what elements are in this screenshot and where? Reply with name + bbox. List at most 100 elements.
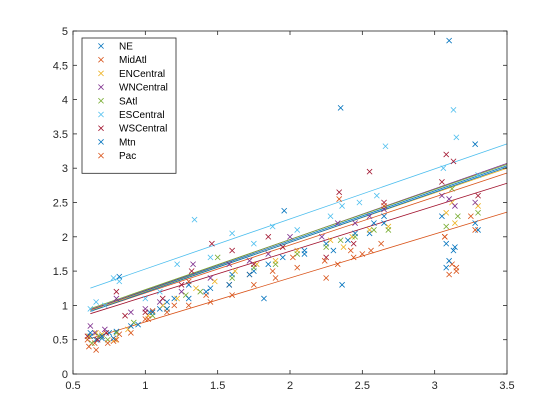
marker-encentral-17 [366, 227, 373, 233]
fit-line-ne [90, 165, 508, 311]
marker-pac-17 [381, 203, 387, 209]
marker-encentral-10 [232, 268, 238, 274]
marker-wncentral-14 [318, 233, 325, 240]
fit-lines [90, 143, 508, 339]
marker-ne-22 [439, 213, 445, 220]
marker-wscentral-22 [475, 192, 481, 199]
marker-mtn-9 [226, 281, 233, 288]
y-tick-label: 2 [62, 232, 68, 244]
marker-wscentral-17 [366, 168, 373, 175]
marker-ne-23 [443, 240, 450, 247]
y-tick-label: 4 [62, 95, 68, 107]
marker-encentral-14 [327, 237, 334, 244]
marker-midatl-12 [269, 268, 276, 274]
marker-ne-2 [99, 335, 105, 342]
legend-box [81, 37, 177, 174]
marker-pac-19 [446, 271, 453, 278]
marker-encentral-0 [86, 333, 92, 340]
marker-ne-26 [472, 141, 479, 148]
y-tick-label: 1 [62, 300, 68, 312]
marker-encentral-7 [174, 295, 181, 302]
y-tick-label: 4.5 [53, 60, 68, 72]
marker-satl-12 [272, 261, 279, 268]
marker-wscentral-1 [94, 336, 101, 343]
marker-escentral-12 [269, 223, 276, 230]
marker-escentral-4 [116, 278, 123, 285]
marker-escentral-9 [207, 254, 214, 261]
marker-mtn-7 [185, 295, 192, 302]
fit-line-escentral [90, 143, 508, 289]
y-tick-label: 3 [62, 163, 68, 175]
x-tick-label: 1 [142, 380, 148, 392]
y-tick-label: 3.5 [53, 129, 68, 141]
marker-ne-9 [171, 295, 178, 302]
marker-satl-1 [96, 333, 102, 340]
data-markers [84, 37, 481, 353]
marker-escentral-5 [142, 295, 149, 302]
legend-marker-midatl [98, 56, 104, 63]
marker-wncentral-9 [207, 275, 214, 281]
legend-label-pac: Pac [119, 151, 136, 162]
marker-wncentral-22 [472, 199, 479, 206]
marker-escentral-22 [475, 172, 481, 178]
marker-satl-14 [323, 244, 330, 250]
marker-wscentral-9 [208, 240, 215, 247]
marker-escentral-3 [110, 275, 117, 281]
x-tick-label: 3 [432, 380, 438, 392]
marker-pac-2 [104, 340, 111, 347]
marker-satl-10 [229, 275, 236, 281]
marker-escentral-7 [174, 261, 181, 268]
marker-escentral-20 [450, 107, 457, 113]
marker-pac-11 [272, 275, 279, 281]
marker-wscentral-16 [350, 240, 357, 247]
marker-wscentral-7 [178, 281, 185, 288]
y-tick-label: 5 [62, 26, 68, 38]
marker-pac-12 [294, 264, 301, 271]
axis-ticks: 0.5 1 1.5 2 2.5 3 3.500.511.522.533.544.55 [53, 26, 515, 392]
legend-marker-escentral [98, 111, 104, 118]
marker-pac-20 [453, 264, 460, 271]
x-tick-label: 0.5 [65, 380, 80, 392]
marker-satl-13 [294, 251, 301, 257]
marker-ne-21 [381, 220, 387, 226]
marker-wscentral-20 [443, 151, 450, 158]
legend: NE MidAtl ENCentral WNCentral SAtl ESCentral W… [81, 37, 177, 174]
marker-mtn-19 [443, 264, 450, 271]
marker-mtn-16 [352, 230, 358, 237]
marker-escentral-10 [229, 230, 236, 237]
legend-marker-mtn [98, 139, 104, 145]
marker-escentral-14 [327, 213, 334, 220]
marker-wscentral-15 [336, 189, 343, 196]
marker-wscentral-11 [250, 261, 257, 268]
marker-pac-8 [207, 299, 214, 305]
legend-label-encentral: ENCentral [119, 69, 165, 80]
marker-ne-3 [106, 329, 113, 336]
legend-label-ne: NE [119, 42, 133, 53]
marker-midatl-8 [185, 278, 192, 285]
marker-mtn-12 [281, 207, 288, 214]
marker-wscentral-19 [439, 179, 445, 185]
marker-escentral-2 [101, 302, 108, 309]
fit-line-mtn [90, 166, 508, 312]
marker-escentral-6 [156, 288, 163, 295]
marker-midatl-15 [334, 261, 341, 268]
marker-mtn-3 [116, 273, 123, 280]
marker-wncentral-1 [91, 329, 98, 336]
marker-mtn-18 [381, 213, 387, 220]
marker-escentral-17 [373, 192, 380, 199]
marker-escentral-19 [440, 165, 447, 172]
marker-mtn-1 [99, 333, 105, 340]
marker-mtn-20 [446, 257, 453, 264]
marker-midatl-13 [290, 254, 296, 261]
marker-wncentral-8 [190, 261, 196, 268]
y-tick-label: 0 [62, 369, 68, 381]
marker-wncentral-12 [265, 251, 272, 257]
legend-marker-ne [98, 43, 104, 49]
marker-wscentral-10 [229, 247, 236, 254]
marker-midatl-14 [323, 275, 330, 281]
marker-mtn-11 [261, 295, 267, 302]
marker-wncentral-0 [87, 323, 94, 329]
marker-ne-18 [337, 104, 344, 111]
marker-wscentral-2 [103, 329, 110, 336]
marker-encentral-21 [452, 220, 458, 226]
